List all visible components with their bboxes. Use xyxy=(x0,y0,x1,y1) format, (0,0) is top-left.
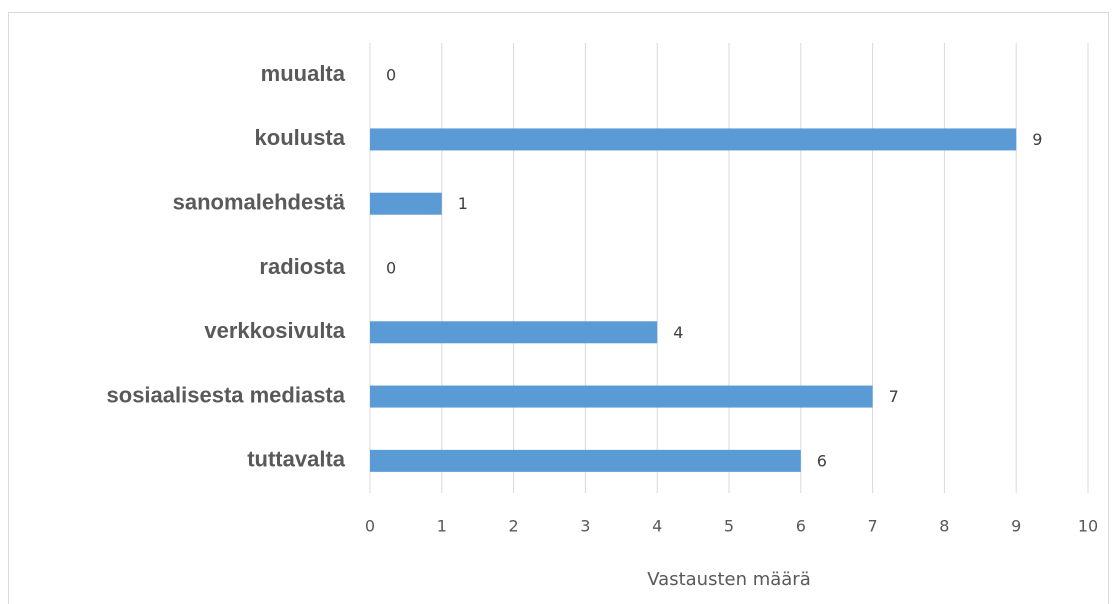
x-tick-label: 3 xyxy=(580,517,590,536)
y-tick-label: sosiaalisesta mediasta xyxy=(107,382,346,407)
value-label: 6 xyxy=(817,451,827,470)
bar xyxy=(370,128,1017,151)
x-tick-label: 0 xyxy=(365,517,375,536)
x-tick-label: 1 xyxy=(437,517,447,536)
x-tick-label: 7 xyxy=(868,517,878,536)
y-tick-label: radiosta xyxy=(259,254,345,279)
bar xyxy=(370,192,442,215)
x-tick-label: 4 xyxy=(652,517,662,536)
y-tick-label: koulusta xyxy=(255,125,346,150)
x-tick-label: 9 xyxy=(1011,517,1021,536)
value-label: 0 xyxy=(386,66,396,85)
y-tick-label: sanomalehdestä xyxy=(173,190,346,215)
y-tick-label: muualta xyxy=(261,61,346,86)
x-axis-title: Vastausten määrä xyxy=(647,569,811,590)
x-tick-label: 5 xyxy=(724,517,734,536)
chart-border xyxy=(8,12,1109,604)
value-label: 7 xyxy=(889,387,899,406)
bar xyxy=(370,385,873,408)
bar xyxy=(370,321,658,344)
y-tick-label: tuttavalta xyxy=(247,447,346,472)
x-tick-label: 10 xyxy=(1078,517,1098,536)
value-label: 1 xyxy=(458,194,468,213)
value-label: 0 xyxy=(386,259,396,278)
x-tick-label: 6 xyxy=(796,517,806,536)
bar xyxy=(370,449,801,472)
x-tick-label: 8 xyxy=(939,517,949,536)
x-tick-label: 2 xyxy=(509,517,519,536)
value-label: 9 xyxy=(1032,130,1042,149)
value-label: 4 xyxy=(673,323,683,342)
y-tick-label: verkkosivulta xyxy=(204,318,345,343)
